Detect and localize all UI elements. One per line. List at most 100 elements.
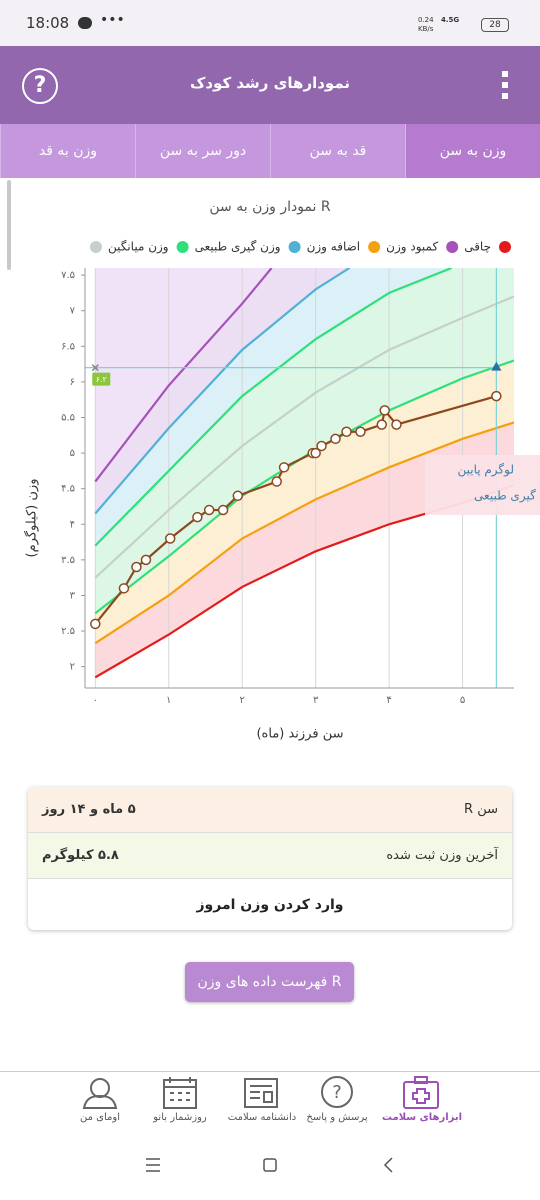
legend-label: کمبود وزن: [386, 240, 438, 255]
y-tick-label: ۳.۵: [61, 555, 75, 566]
menu-button[interactable]: [502, 71, 509, 99]
data-point: [203, 504, 215, 516]
data-point: [192, 511, 203, 523]
band: [95, 268, 272, 482]
data-point: [379, 405, 390, 416]
add-weight-button[interactable]: وارد کردن وزن امروز: [196, 897, 344, 913]
tab[interactable]: وزن به قد: [0, 124, 135, 178]
row-label: آخرین وزن ثبت شده: [386, 848, 498, 863]
summary-row: آخرین وزن ثبت شده ۵.۸ کیلوگرم: [28, 833, 512, 879]
marker-label-box: [92, 372, 111, 386]
y-tick-label: ۴: [70, 519, 75, 530]
percentile-line: [94, 268, 351, 515]
bottom-nav: ? ابزارهای سلامت پرسش و پاسخ دانشنامه سلام…: [0, 1071, 540, 1138]
battery: 28: [481, 18, 509, 32]
summary-card: سن R ۵ ماه و ۱۴ روز آخرین وزن ثبت شده ۵.۸ …: [28, 787, 512, 930]
legend-label: وزن گیری طبیعی: [195, 240, 281, 255]
tooltip: لوگرم پایین وزن گیری طبیعی: [425, 455, 540, 515]
y-axis-title: وزن (کیلوگرم): [24, 479, 40, 558]
data-point: [217, 504, 229, 516]
legend-dot: [368, 241, 381, 253]
nav-icons: ?: [82, 1076, 439, 1109]
marker-label: ۶.۲: [96, 375, 107, 384]
legend-dot: [446, 241, 459, 253]
row-value: ۵ ماه و ۱۴ روز: [42, 802, 136, 817]
summary-row: سن R ۵ ماه و ۱۴ روز: [28, 787, 512, 833]
more-dots: •••: [100, 12, 125, 28]
x-tick-label: ۱: [166, 695, 171, 706]
net-speed: 0.24: [418, 16, 434, 24]
y-tick-label: ۳: [70, 590, 76, 601]
data-point: [271, 476, 282, 487]
data-point: [278, 462, 290, 473]
data-point: [391, 419, 402, 430]
chart-title: نمودار وزن به سن R: [209, 199, 331, 215]
y-tick-label: ۶.۵: [61, 341, 75, 352]
data-point: [341, 426, 352, 437]
net-unit: KB/s: [418, 25, 434, 33]
nav-item[interactable]: روزشمار بانو: [153, 1112, 207, 1123]
percentile-line: [94, 421, 514, 645]
time: 18:08: [26, 14, 70, 32]
data-point: [316, 440, 327, 452]
data-point: [310, 447, 321, 459]
chart: نمودار وزن به سن R ۶.۲ لوگرم پایین وزن گیر…: [24, 199, 540, 742]
scrollbar: [7, 180, 11, 270]
data-point: [131, 561, 142, 573]
tooltip-text: وزن گیری طبیعی: [474, 489, 540, 504]
row-label: سن R: [464, 802, 498, 817]
list-button[interactable]: فهرست داده های وزن R: [185, 962, 354, 1002]
tooltip-box: [425, 455, 540, 515]
y-tick-label: ۶: [70, 377, 75, 388]
header-title: نمودارهای رشد کودک: [189, 74, 351, 92]
data-point: [330, 433, 341, 445]
percentile-line: [94, 268, 273, 483]
legend-dot: [176, 241, 189, 253]
legend-label: چاقی: [464, 240, 491, 254]
data-point: [232, 490, 244, 502]
y-tick-label: ۴.۵: [61, 484, 75, 495]
y-tick-label: ۲.۵: [61, 626, 75, 637]
marker-cross: [91, 364, 99, 372]
legend-dot: [499, 241, 511, 253]
y-tick-label: ۵.۵: [61, 412, 75, 423]
data-point: [140, 554, 152, 566]
legend-label: اضافه وزن: [307, 240, 361, 255]
y-tick-label: ۷.۵: [61, 270, 75, 281]
percentile-line: [94, 295, 514, 579]
legend-label: وزن میانگین: [108, 240, 169, 255]
tooltip-text: لوگرم پایین: [457, 463, 514, 478]
marker-triangle: [491, 361, 502, 371]
tab[interactable]: قد به سن: [270, 124, 405, 178]
system-nav: [146, 1157, 393, 1173]
network: 4.5G: [441, 16, 460, 24]
nav-item[interactable]: ابزارهای سلامت: [381, 1112, 463, 1123]
data-point: [376, 419, 388, 430]
tab[interactable]: وزن به سن: [405, 124, 540, 178]
data-point: [355, 426, 366, 437]
nav-item[interactable]: پرسش و پاسخ: [306, 1112, 368, 1123]
nav-item[interactable]: اومای من: [80, 1112, 120, 1123]
x-tick-label: ۳: [313, 695, 319, 706]
row-value: ۵.۸ کیلوگرم: [42, 848, 119, 863]
data-point: [164, 533, 176, 544]
svg-text:?: ?: [332, 1082, 342, 1103]
y-tick-label: ۲: [70, 662, 75, 673]
nav-item[interactable]: دانشنامه سلامت: [227, 1112, 297, 1123]
status-bar: 18:08 ••• 0.24 KB/s 4.5G 28: [0, 0, 540, 46]
y-tick-label: ۵: [70, 448, 75, 459]
x-axis-title: سن فرزند (ماه): [256, 727, 343, 742]
x-tick-label: ۰: [93, 695, 98, 706]
chat-icon: [78, 17, 92, 29]
legend-dot: [89, 241, 102, 253]
tab[interactable]: دور سر به سن: [135, 124, 270, 178]
help-button[interactable]: ?: [22, 68, 58, 104]
legend-dot: [288, 241, 301, 253]
data-point: [90, 618, 101, 630]
x-tick-label: ۴: [386, 695, 391, 706]
data-point: [118, 583, 130, 594]
data-point: [491, 390, 502, 402]
y-tick-label: ۷: [70, 306, 76, 317]
x-tick-label: ۵: [460, 695, 465, 706]
